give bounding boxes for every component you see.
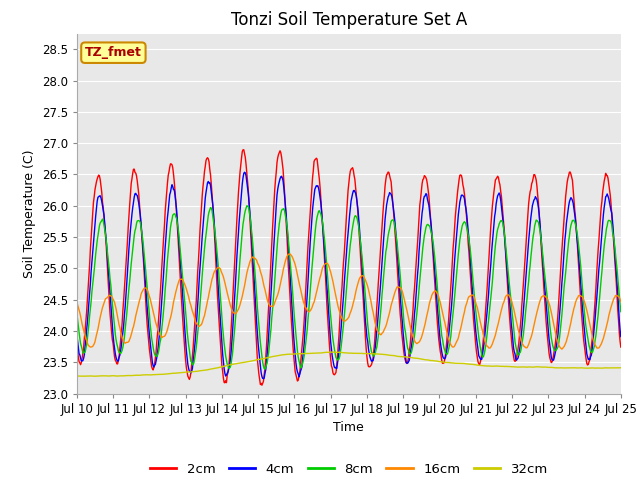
- 4cm: [260, 376, 268, 382]
- 8cm: [193, 345, 200, 351]
- 4cm: [216, 307, 223, 312]
- 32cm: [73, 373, 81, 379]
- Text: TZ_fmet: TZ_fmet: [85, 46, 142, 59]
- 8cm: [568, 217, 576, 223]
- 32cm: [330, 349, 337, 355]
- 16cm: [394, 284, 402, 290]
- 16cm: [568, 312, 576, 318]
- 4cm: [241, 169, 248, 175]
- 16cm: [558, 346, 566, 352]
- Line: 16cm: 16cm: [77, 254, 621, 349]
- 16cm: [448, 343, 456, 348]
- 16cm: [216, 265, 223, 271]
- 16cm: [193, 320, 200, 326]
- 2cm: [395, 288, 403, 294]
- Line: 8cm: 8cm: [77, 206, 621, 369]
- 4cm: [568, 198, 576, 204]
- 8cm: [243, 203, 251, 209]
- 2cm: [568, 178, 576, 183]
- 2cm: [240, 147, 248, 153]
- Line: 32cm: 32cm: [77, 352, 621, 376]
- 32cm: [568, 365, 576, 371]
- 8cm: [449, 318, 456, 324]
- 2cm: [216, 327, 223, 333]
- 8cm: [216, 282, 223, 288]
- 16cm: [341, 318, 349, 324]
- Legend: 2cm, 4cm, 8cm, 16cm, 32cm: 2cm, 4cm, 8cm, 16cm, 32cm: [145, 458, 553, 480]
- 32cm: [193, 368, 201, 374]
- 32cm: [617, 365, 625, 371]
- 32cm: [395, 354, 403, 360]
- Title: Tonzi Soil Temperature Set A: Tonzi Soil Temperature Set A: [230, 11, 467, 29]
- 2cm: [449, 259, 456, 264]
- 2cm: [258, 382, 266, 388]
- 8cm: [617, 309, 625, 314]
- 32cm: [449, 360, 456, 366]
- 8cm: [261, 366, 269, 372]
- Line: 2cm: 2cm: [77, 150, 621, 385]
- 8cm: [395, 256, 403, 262]
- 32cm: [342, 350, 349, 356]
- 2cm: [617, 344, 625, 350]
- 2cm: [193, 300, 200, 306]
- 16cm: [73, 299, 81, 305]
- 32cm: [216, 364, 224, 370]
- Y-axis label: Soil Temperature (C): Soil Temperature (C): [23, 149, 36, 278]
- 4cm: [617, 334, 625, 339]
- 4cm: [73, 332, 81, 337]
- 2cm: [73, 343, 81, 348]
- Line: 4cm: 4cm: [77, 172, 621, 379]
- X-axis label: Time: Time: [333, 421, 364, 434]
- 8cm: [342, 295, 349, 301]
- 8cm: [73, 309, 81, 315]
- 2cm: [342, 223, 349, 228]
- 16cm: [286, 251, 294, 257]
- 32cm: [90, 373, 98, 379]
- 4cm: [395, 270, 403, 276]
- 4cm: [193, 325, 200, 331]
- 4cm: [449, 291, 456, 297]
- 16cm: [617, 299, 625, 305]
- 4cm: [342, 260, 349, 266]
